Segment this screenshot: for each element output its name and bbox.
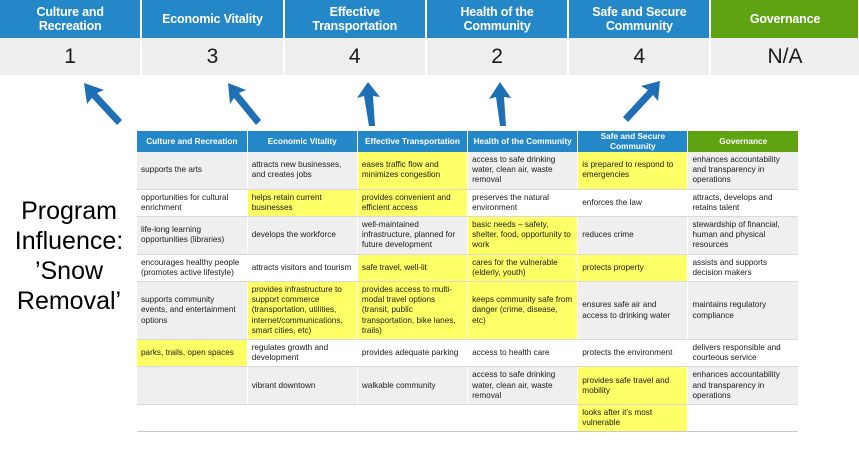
matrix-cell: attracts visitors and tourism <box>247 254 358 283</box>
matrix-row: supports the arts attracts new businesses… <box>137 152 799 190</box>
matrix-cell: enforces the law <box>577 189 689 218</box>
matrix-column-header-health-of-the-community: Health of the Community <box>467 131 579 152</box>
matrix-cell: maintains regulatory compliance <box>687 281 799 341</box>
scorecard-value-culture-and-recreation: 1 <box>0 38 143 75</box>
scorecard-value-governance: N/A <box>711 38 859 75</box>
matrix-cell: develops the workforce <box>247 216 358 255</box>
matrix-cell: provides adequate parking <box>357 339 469 368</box>
matrix-cell: attracts new businesses, and creates job… <box>247 152 358 190</box>
matrix-row: encourages healthy people (promotes acti… <box>137 254 799 283</box>
matrix-cell <box>687 404 799 433</box>
scorecard-header-economic-vitality: Economic Vitality <box>142 0 285 38</box>
scorecard-header-row: Culture and Recreation Economic Vitality E… <box>0 0 859 38</box>
matrix-row: life-long learning opportunities (librar… <box>137 216 799 255</box>
scorecard-value-health-of-the-community: 2 <box>426 38 570 75</box>
matrix-cell <box>137 366 248 406</box>
arrow-to-health-of-the-community <box>489 82 511 126</box>
matrix-row: opportunities for cultural enrichment hel… <box>137 189 799 218</box>
matrix-cell-highlighted: cares for the vulnerable (elderly, youth… <box>467 254 579 283</box>
matrix-cell: enhances accountability and transparency… <box>687 366 799 406</box>
matrix-cell: delivers responsible and courteous servi… <box>687 339 799 368</box>
arrow-to-safe-and-secure-community <box>623 81 660 122</box>
matrix-cell: walkable community <box>357 366 469 406</box>
matrix-cell: attracts, develops and retains talent <box>687 189 799 218</box>
matrix-cell-highlighted: safe travel, well-lit <box>357 254 469 283</box>
matrix-header-row: Culture and Recreation Economic Vitality E… <box>137 131 799 152</box>
caption-line-3: ’Snow <box>34 257 104 285</box>
caption-line-1: Program <box>21 197 117 225</box>
caption-line-2: Influence: <box>14 227 124 255</box>
matrix-row: looks after it’s most vulnerable <box>137 404 799 433</box>
matrix-cell <box>357 404 469 433</box>
scorecard-value-effective-transportation: 4 <box>284 38 427 75</box>
matrix-column-header-economic-vitality: Economic Vitality <box>247 131 358 152</box>
matrix-cell: assists and supports decision makers <box>687 254 799 283</box>
arrow-to-economic-vitality <box>228 83 261 125</box>
matrix-cell-highlighted: eases traffic flow and minimizes congest… <box>357 152 469 190</box>
matrix-column-header-culture-and-recreation: Culture and Recreation <box>137 131 248 152</box>
matrix-column-header-effective-transportation: Effective Transportation <box>357 131 469 152</box>
matrix-cell-highlighted: provides safe travel and mobility <box>577 366 689 406</box>
matrix-cell-highlighted: basic needs – safety, shelter, food, opp… <box>467 216 579 255</box>
scorecard-header-safe-and-secure-community: Safe and Secure Community <box>569 0 712 38</box>
scorecard-header-health-of-the-community: Health of the Community <box>426 0 570 38</box>
strategic-priorities-matrix: Culture and Recreation Economic Vitality E… <box>137 131 799 433</box>
matrix-cell: encourages healthy people (promotes acti… <box>137 254 248 283</box>
matrix-cell-highlighted: provides convenient and efficient access <box>357 189 469 218</box>
matrix-cell <box>137 404 248 433</box>
matrix-cell: vibrant downtown <box>247 366 358 406</box>
matrix-cell: ensures safe air and access to drinking … <box>577 281 689 341</box>
matrix-row: parks, trails, open spaces regulates grow… <box>137 339 799 368</box>
scorecard-header-governance: Governance <box>711 0 859 38</box>
matrix-cell: life-long learning opportunities (librar… <box>137 216 248 255</box>
matrix-cell: supports the arts <box>137 152 248 190</box>
matrix-cell: preserves the natural environment <box>467 189 579 218</box>
matrix-cell: protects the environment <box>577 339 689 368</box>
matrix-column-header-governance: Governance <box>687 131 799 152</box>
scorecard-value-row: 1 3 4 2 4 N/A <box>0 38 859 75</box>
matrix-cell: access to safe drinking water, clean air… <box>467 366 579 406</box>
matrix-cell: regulates growth and development <box>247 339 358 368</box>
matrix-cell-highlighted: keeps community safe from danger (crime,… <box>467 281 579 341</box>
matrix-cell-highlighted: looks after it’s most vulnerable <box>577 404 689 433</box>
matrix-cell <box>247 404 358 433</box>
matrix-cell: supports community events, and entertain… <box>137 281 248 341</box>
matrix-cell: access to safe drinking water, clean air… <box>467 152 579 190</box>
matrix-cell-highlighted: protects property <box>577 254 689 283</box>
arrow-to-culture-and-recreation <box>84 83 122 125</box>
matrix-cell: stewardship of financial, human and phys… <box>687 216 799 255</box>
matrix-cell-highlighted: provides infrastructure to support comme… <box>247 281 358 341</box>
matrix-column-header-safe-and-secure-community: Safe and Secure Community <box>577 131 689 152</box>
matrix-cell: well-maintained infrastructure, planned … <box>357 216 469 255</box>
scorecard-header-effective-transportation: Effective Transportation <box>284 0 427 38</box>
matrix-cell-highlighted: is prepared to respond to emergencies <box>577 152 689 190</box>
scorecard-header-culture-and-recreation: Culture and Recreation <box>0 0 143 38</box>
matrix-row: vibrant downtown walkable community access… <box>137 366 799 406</box>
matrix-cell-highlighted: helps retain current businesses <box>247 189 358 218</box>
matrix-cell: enhances accountability and transparency… <box>687 152 799 190</box>
scorecard-banner: Culture and Recreation Economic Vitality E… <box>0 0 859 75</box>
matrix-cell-highlighted: parks, trails, open spaces <box>137 339 248 368</box>
matrix-cell: opportunities for cultural enrichment <box>137 189 248 218</box>
matrix-row: supports community events, and entertain… <box>137 281 799 341</box>
arrow-layer <box>84 81 660 126</box>
caption-line-4: Removal’ <box>16 287 122 315</box>
matrix-cell: reduces crime <box>577 216 689 255</box>
arrow-to-effective-transportation <box>357 82 380 126</box>
matrix-header: Culture and Recreation Economic Vitality E… <box>137 131 799 152</box>
matrix-cell-highlighted: provides access to multi-modal travel op… <box>357 281 469 341</box>
matrix-body: supports the arts attracts new businesses… <box>137 152 799 433</box>
matrix-cell: access to health care <box>467 339 579 368</box>
matrix-cell <box>467 404 579 433</box>
scorecard-value-safe-and-secure-community: 4 <box>569 38 712 75</box>
scorecard-value-economic-vitality: 3 <box>142 38 285 75</box>
program-influence-label: Program Influence: ’Snow Removal’ <box>4 196 134 316</box>
